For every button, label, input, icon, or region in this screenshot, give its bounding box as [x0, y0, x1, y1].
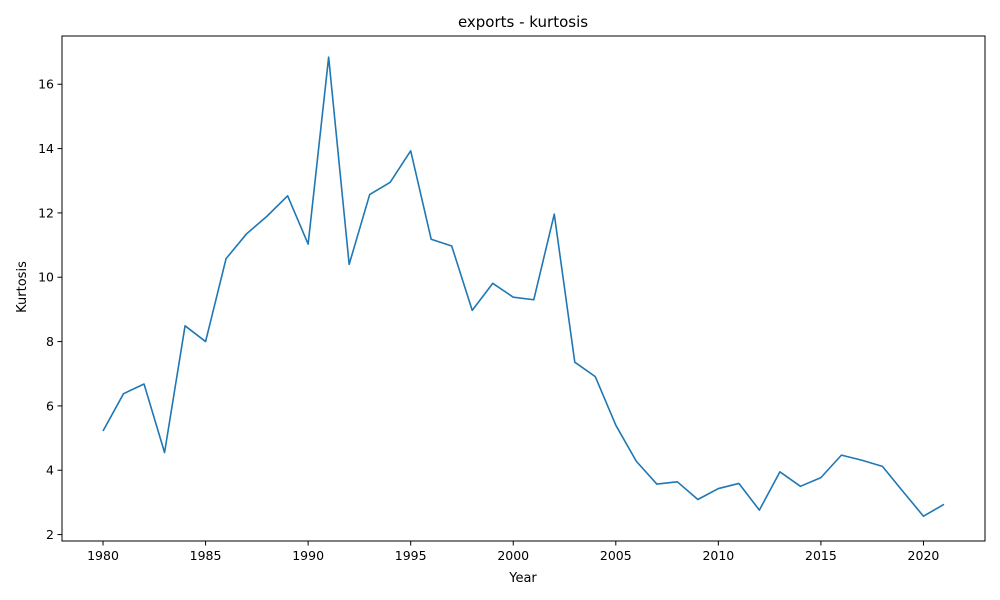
- y-tick-label: 10: [38, 270, 54, 285]
- x-tick-label: 1985: [190, 548, 222, 563]
- series-line: [102, 56, 945, 518]
- x-tick-label: 1995: [395, 548, 427, 563]
- y-tick-label: 14: [38, 141, 54, 156]
- x-tick-label: 2020: [908, 548, 940, 563]
- plot-area: [61, 35, 986, 542]
- plot-frame: [61, 35, 986, 542]
- x-tick-label: 2015: [805, 548, 837, 563]
- y-tick-label: 12: [38, 205, 54, 220]
- x-axis-label: Year: [508, 571, 537, 586]
- x-tick-label: 2000: [497, 548, 529, 563]
- y-tick-label: 6: [46, 398, 54, 413]
- chart-title: exports - kurtosis: [458, 13, 588, 31]
- y-axis: 2 4 6 8 10 12 14 16: [38, 77, 62, 542]
- x-tick-label: 2005: [600, 548, 632, 563]
- y-tick-label: 2: [46, 527, 54, 542]
- y-tick-label: 8: [46, 334, 54, 349]
- x-tick-label: 2010: [702, 548, 734, 563]
- y-tick-label: 4: [46, 463, 54, 478]
- x-tick-label: 1990: [292, 548, 324, 563]
- x-axis: 1980 1985 1990 1995 2000 2005 2010 2015 2020: [87, 541, 939, 563]
- x-tick-label: 1980: [87, 548, 119, 563]
- y-axis-label: Kurtosis: [15, 261, 30, 313]
- y-tick-label: 16: [38, 77, 54, 92]
